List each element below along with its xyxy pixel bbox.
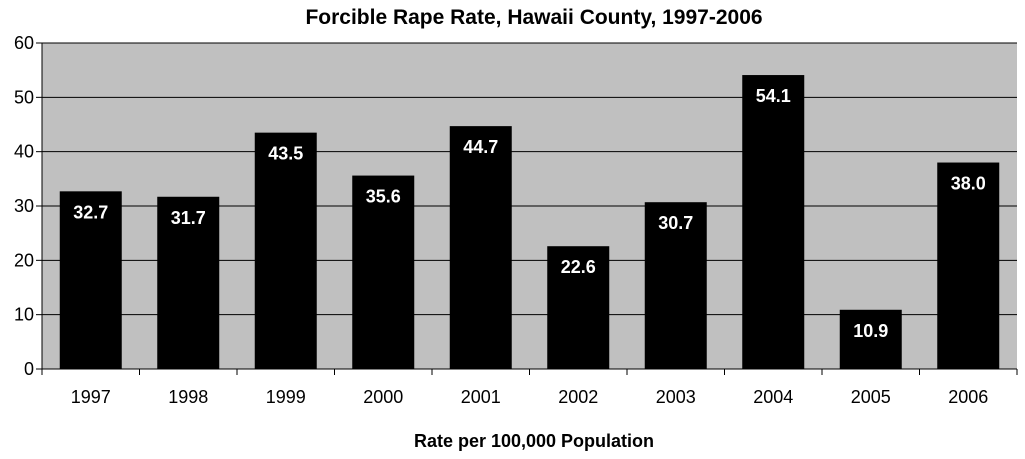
bar-2000 [352,175,415,369]
x-tick-label: 1997 [71,387,111,407]
x-tick-label: 2000 [363,387,403,407]
data-label-2002: 22.6 [561,257,596,277]
bar-2006 [937,162,1000,369]
bar-2002 [547,246,610,369]
bar-1999 [254,132,317,369]
data-label-2001: 44.7 [463,137,498,157]
x-axis: 1997 1998 1999 2000 2001 2002 2003 2004 2005 2006 [41,368,1018,407]
data-label-2005: 10.9 [853,321,888,341]
data-label-1999: 43.5 [268,144,303,164]
y-tick-label: 40 [14,142,34,162]
bar-2001 [449,126,512,369]
data-label-2004: 54.1 [756,86,791,106]
y-tick-label: 20 [14,250,34,270]
bar-2004 [742,75,805,369]
x-tick-label: 2004 [753,387,793,407]
y-tick-label: 50 [14,87,34,107]
bar-2005 [839,309,902,369]
x-tick-label: 2006 [948,387,988,407]
data-label-2006: 38.0 [951,174,986,194]
x-tick-label: 1999 [266,387,306,407]
y-tick-label: 60 [14,33,34,53]
x-tick-label: 2001 [461,387,501,407]
x-tick-label: 1998 [168,387,208,407]
data-labels: 32.7 31.7 43.5 35.6 44.7 22.6 30.7 54.1 10.9 38.0 [73,86,986,341]
x-tick-label: 2003 [656,387,696,407]
chart-title: Forcible Rape Rate, Hawaii County, 1997-… [305,6,762,29]
y-axis: 0 10 20 30 40 50 60 [14,33,43,379]
y-tick-label: 30 [14,196,34,216]
data-label-1998: 31.7 [171,208,206,228]
data-label-2003: 30.7 [658,213,693,233]
y-tick-label: 0 [24,359,34,379]
data-label-1997: 32.7 [73,202,108,222]
bar-1998 [157,196,220,369]
x-tick-label: 2002 [558,387,598,407]
x-axis-label: Rate per 100,000 Population [414,431,654,451]
x-tick-label: 2005 [851,387,891,407]
bar-1997 [59,191,122,369]
data-label-2000: 35.6 [366,187,401,207]
bar-series [59,75,1000,369]
bar-2003 [644,202,707,369]
y-tick-label: 10 [14,305,34,325]
